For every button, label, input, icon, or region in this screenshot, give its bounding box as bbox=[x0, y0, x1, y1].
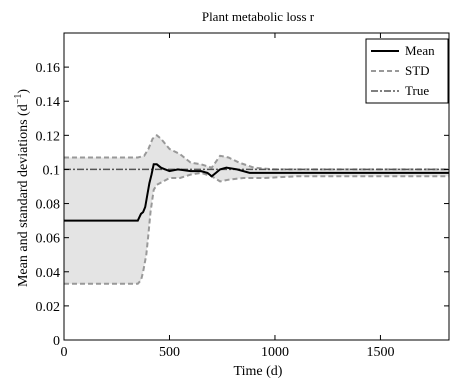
series-mean bbox=[64, 163, 449, 222]
series-std-upper bbox=[64, 134, 449, 171]
legend-label-mean: Mean bbox=[405, 43, 435, 58]
x-axis-label: Time (d) bbox=[234, 364, 283, 379]
y-axis-label-close: ) bbox=[16, 89, 31, 94]
legend: Mean STD True bbox=[365, 38, 449, 104]
y-axis-label-main: Mean and standard deviations (d bbox=[16, 104, 31, 287]
y-tick-label: 0.1 bbox=[43, 163, 61, 178]
x-tick-label: 1500 bbox=[366, 345, 394, 360]
series-layer bbox=[64, 134, 449, 285]
y-tick-label: 0.08 bbox=[36, 198, 61, 213]
legend-label-std: STD bbox=[405, 63, 430, 78]
y-axis-label-exponent: −1 bbox=[13, 94, 24, 105]
tick-layer: 0 500 1000 1500 0 0.02 0.04 0.06 0.08 0.1 0.12 0.14… bbox=[36, 33, 449, 360]
y-tick-label: 0.02 bbox=[36, 300, 61, 315]
x-tick-label: 500 bbox=[159, 345, 180, 360]
y-tick-label: 0.06 bbox=[36, 232, 61, 247]
x-tick-label: 1000 bbox=[261, 345, 289, 360]
y-tick-label: 0.04 bbox=[36, 266, 61, 281]
x-tick-label: 0 bbox=[61, 345, 68, 360]
chart-title: Plant metabolic loss r bbox=[202, 9, 315, 24]
legend-label-true: True bbox=[405, 83, 429, 98]
y-tick-label: 0 bbox=[53, 334, 60, 349]
y-tick-label: 0.14 bbox=[36, 95, 61, 110]
y-axis-label: Mean and standard deviations (d−1) bbox=[13, 89, 31, 287]
plot-frame bbox=[63, 32, 450, 341]
y-tick-label: 0.12 bbox=[36, 129, 61, 144]
y-tick-label: 0.16 bbox=[36, 61, 61, 76]
